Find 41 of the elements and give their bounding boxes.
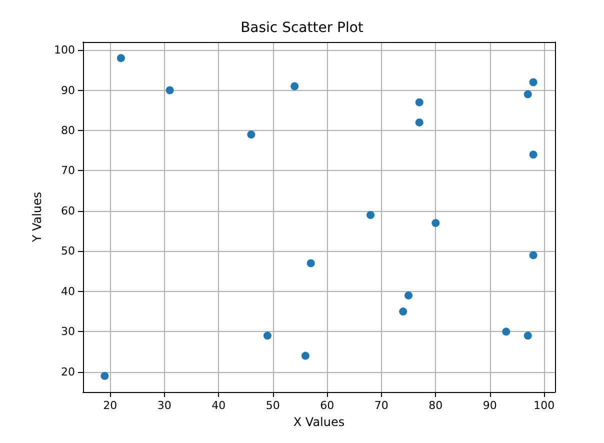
point (529, 78, 538, 86)
y-tick-label: 70 (61, 164, 75, 178)
point (306, 259, 315, 268)
y-tick-label: 20 (61, 365, 75, 378)
y-tick-label: 100 (54, 44, 75, 57)
x-tick-label: 40 (212, 399, 226, 412)
y-tick-label: 90 (61, 84, 75, 97)
point (166, 86, 174, 94)
point (524, 90, 532, 98)
point (502, 328, 510, 336)
y-tick-label: 60 (61, 204, 75, 218)
point (529, 150, 538, 159)
x-tick-label: 20 (103, 399, 118, 412)
point (404, 291, 413, 300)
point (116, 54, 125, 62)
point (415, 98, 424, 106)
point (366, 210, 375, 219)
point (301, 352, 310, 360)
y-axis-title: Y Values (30, 192, 44, 244)
point (399, 308, 408, 316)
x-tick-label: 30 (157, 399, 172, 412)
y-tick-label: 30 (61, 325, 75, 338)
point (524, 332, 532, 340)
point (290, 82, 299, 90)
x-axis-title: X Values (293, 415, 345, 429)
x-tick-label: 80 (428, 399, 443, 412)
chart-title: Basic Scatter Plot (240, 20, 364, 36)
point (263, 332, 272, 340)
point (247, 130, 256, 139)
point (100, 372, 109, 380)
y-tick-label: 50 (61, 244, 75, 258)
x-tick-label: 100 (534, 399, 555, 412)
point (432, 219, 440, 228)
point (529, 251, 538, 260)
y-tick-label: 40 (61, 284, 75, 298)
x-tick-label: 50 (266, 399, 280, 412)
y-tick-label: 80 (61, 124, 75, 138)
x-tick-label: 60 (320, 399, 334, 412)
point (415, 118, 424, 126)
x-tick-label: 70 (374, 399, 388, 412)
x-tick-label: 90 (482, 399, 497, 412)
